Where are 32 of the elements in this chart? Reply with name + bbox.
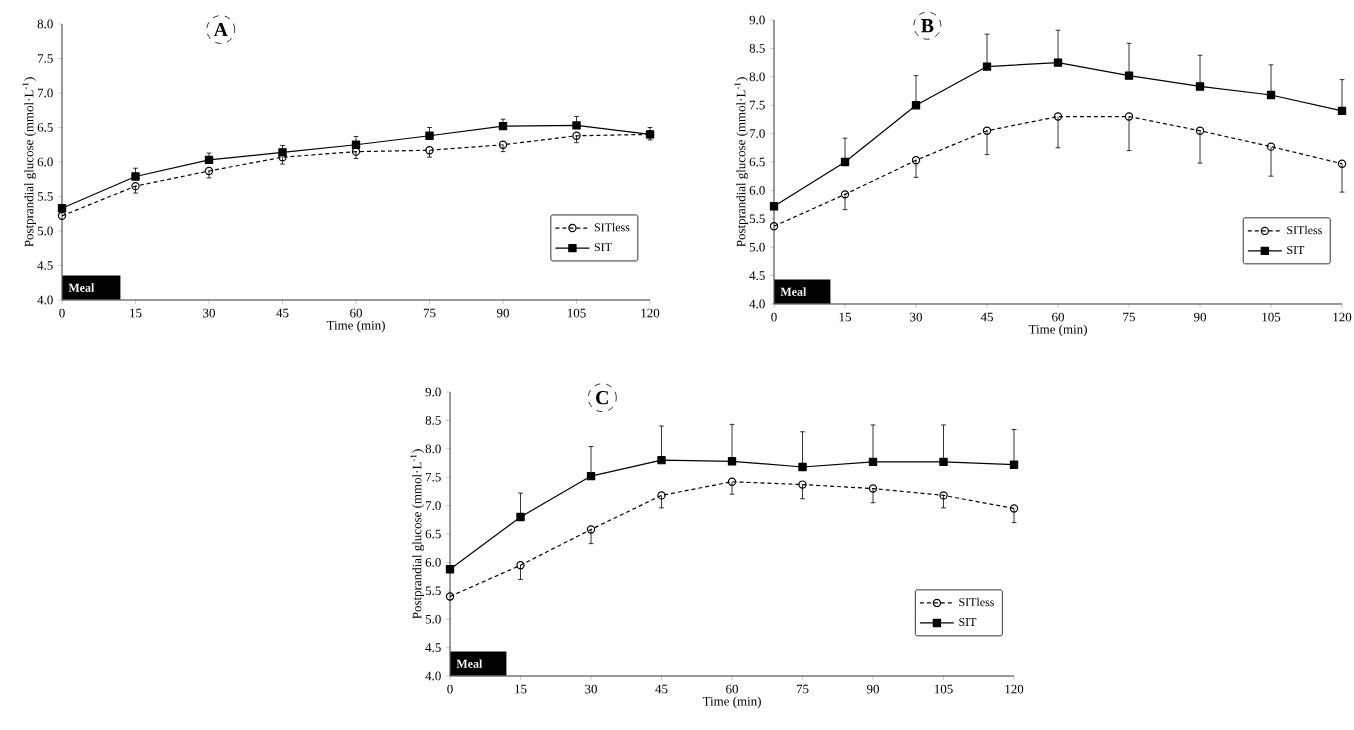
chart-title: A bbox=[213, 22, 228, 37]
point bbox=[727, 457, 737, 466]
point bbox=[868, 457, 878, 467]
point bbox=[57, 204, 67, 213]
point bbox=[911, 101, 921, 110]
point bbox=[1009, 460, 1019, 469]
point bbox=[131, 181, 140, 191]
point bbox=[572, 131, 581, 140]
point bbox=[769, 221, 779, 231]
point bbox=[1124, 71, 1134, 80]
point bbox=[769, 202, 779, 211]
point bbox=[840, 157, 850, 167]
point bbox=[572, 121, 581, 130]
point bbox=[516, 512, 525, 522]
point bbox=[982, 62, 992, 71]
point bbox=[1195, 82, 1205, 91]
point bbox=[498, 140, 508, 149]
point bbox=[657, 455, 666, 465]
point bbox=[1337, 106, 1347, 116]
point bbox=[939, 457, 948, 467]
point bbox=[131, 172, 140, 181]
point bbox=[1053, 58, 1063, 67]
point bbox=[1266, 90, 1276, 100]
point bbox=[798, 462, 807, 472]
chart-title: C bbox=[596, 390, 608, 405]
point bbox=[204, 166, 214, 176]
point bbox=[57, 211, 67, 221]
chart-title: B bbox=[921, 19, 934, 33]
point bbox=[586, 471, 596, 481]
point bbox=[425, 146, 434, 155]
point bbox=[445, 565, 455, 574]
point bbox=[445, 592, 455, 601]
